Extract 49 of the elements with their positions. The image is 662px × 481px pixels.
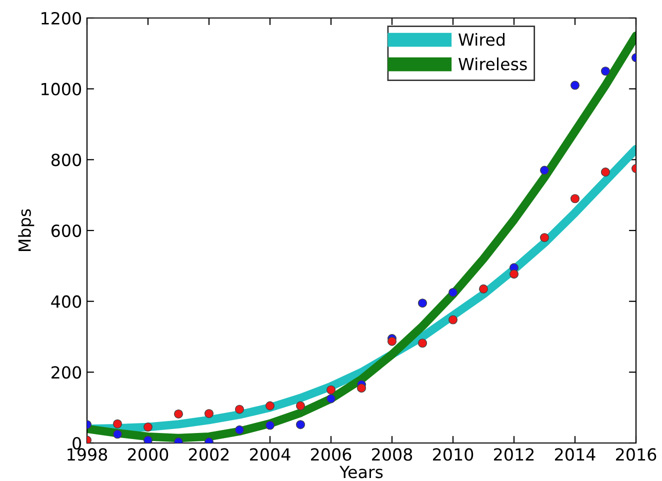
point (478, 284, 488, 294)
x-tick-label: 2000 (128, 448, 168, 461)
legend-label: Wireless (458, 57, 527, 70)
point (234, 425, 244, 434)
x-tick-label: 1998 (68, 448, 108, 461)
point (570, 194, 580, 204)
point (204, 409, 214, 418)
point (387, 336, 397, 346)
point (143, 422, 153, 432)
x-tick-label: 2016 (616, 448, 656, 461)
y-tick-label: 600 (51, 224, 82, 238)
point (600, 66, 610, 76)
point (448, 288, 458, 297)
x-tick-label: 2010 (433, 448, 474, 461)
point (296, 401, 306, 410)
point (265, 401, 275, 410)
point (265, 420, 275, 430)
point (540, 233, 550, 242)
point (112, 419, 122, 428)
x-tick-label: 2004 (250, 448, 290, 461)
x-tick-label: 2008 (372, 448, 412, 461)
point (296, 420, 306, 430)
y-tick-label: 1000 (42, 82, 82, 96)
point (509, 270, 519, 279)
x-axis-title: Years (339, 466, 383, 478)
point (234, 404, 244, 414)
y-tick-label: 200 (52, 366, 82, 379)
y-tick-label: 400 (51, 295, 82, 308)
x-tick-label: 2014 (555, 448, 596, 461)
point (418, 298, 428, 308)
point (448, 315, 458, 324)
x-tick-label: 2002 (189, 448, 229, 461)
y-axis-title: Mbps (18, 209, 34, 251)
point (326, 394, 336, 404)
legend-label: Wired (458, 33, 504, 46)
y-tick-label: 0 (72, 436, 82, 450)
point (112, 430, 122, 439)
point (356, 384, 366, 393)
point (326, 385, 336, 394)
point (600, 168, 610, 177)
point (570, 80, 580, 90)
x-tick-label: 2006 (311, 448, 352, 461)
y-tick-label: 800 (51, 154, 82, 166)
point (143, 436, 153, 443)
y-tick-label: 1200 (42, 12, 82, 25)
point (174, 409, 184, 418)
x-tick-label: 2012 (494, 448, 534, 461)
point (418, 338, 428, 348)
point (540, 166, 550, 175)
